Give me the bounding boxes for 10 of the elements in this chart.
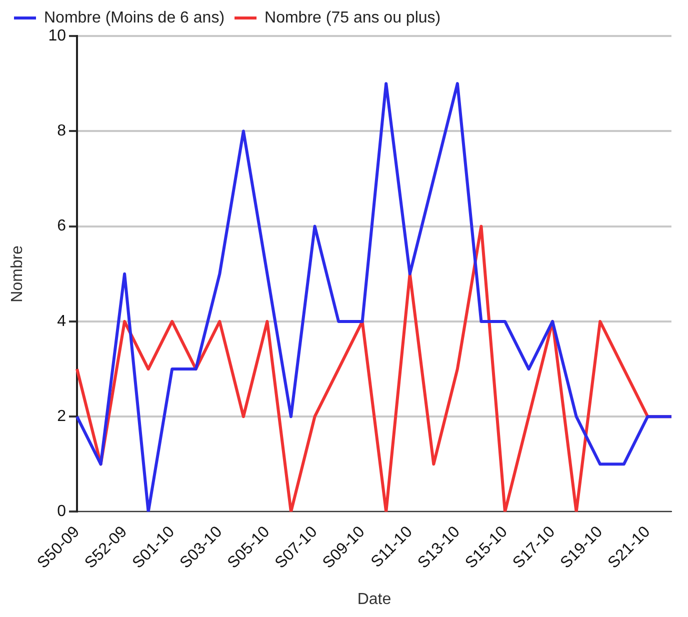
x-axis-title: Date [357,590,392,608]
legend-label: Nombre (75 ans ou plus) [264,9,441,26]
y-tick-label: 4 [57,312,66,330]
y-tick-label: 8 [57,122,66,140]
y-tick-label: 6 [57,218,66,235]
y-tick-label: 0 [57,503,66,520]
legend-label: Nombre (Moins de 6 ans) [44,9,225,26]
y-tick-label: 2 [57,408,66,425]
y-tick-label: 10 [48,27,66,44]
y-axis-title: Nombre [9,245,26,302]
